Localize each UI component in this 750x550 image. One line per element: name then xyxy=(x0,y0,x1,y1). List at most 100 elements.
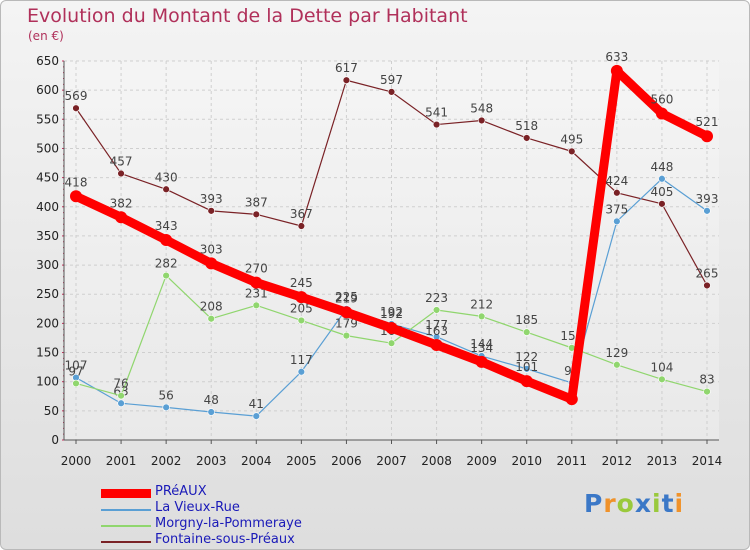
y-tick-label: 500 xyxy=(36,141,59,155)
data-point-la-vieux-rue xyxy=(613,217,621,226)
y-tick-label: 150 xyxy=(36,346,59,360)
x-tick-label: 2005 xyxy=(286,454,317,468)
data-point-morgny-la-pommeraye xyxy=(703,387,711,396)
data-point-fontaine-sous-preaux xyxy=(432,120,441,129)
data-point-fontaine-sous-preaux xyxy=(703,281,711,290)
data-point-la-vieux-rue xyxy=(658,175,666,183)
data-point-preaux xyxy=(115,211,128,224)
data-label-preaux: 270 xyxy=(245,262,268,276)
data-point-fontaine-sous-preaux xyxy=(613,189,621,197)
data-point-fontaine-sous-preaux xyxy=(72,104,80,112)
legend-swatch xyxy=(101,541,151,543)
data-point-morgny-la-pommeraye xyxy=(432,306,441,314)
data-label-fontaine-sous-preaux: 495 xyxy=(560,132,583,146)
logo-letter: t xyxy=(661,489,675,518)
x-tick-label: 2014 xyxy=(692,454,723,468)
y-tick-label: 200 xyxy=(36,316,59,330)
data-point-morgny-la-pommeraye xyxy=(297,316,306,325)
data-point-fontaine-sous-preaux xyxy=(658,200,666,208)
data-label-fontaine-sous-preaux: 597 xyxy=(380,73,403,87)
data-point-fontaine-sous-preaux xyxy=(207,207,215,215)
data-label-morgny-la-pommeraye: 76 xyxy=(113,377,128,391)
data-point-preaux xyxy=(295,291,308,304)
y-tick-label: 100 xyxy=(36,375,59,389)
proxiti-logo: Proxiti xyxy=(584,489,684,518)
data-point-preaux xyxy=(70,190,82,203)
data-label-fontaine-sous-preaux: 393 xyxy=(200,192,223,206)
data-label-la-vieux-rue: 117 xyxy=(290,353,313,367)
data-label-morgny-la-pommeraye: 231 xyxy=(245,286,268,300)
data-point-preaux xyxy=(475,355,488,368)
logo-letter: r xyxy=(603,489,617,518)
legend-swatch xyxy=(101,509,151,511)
data-label-fontaine-sous-preaux: 367 xyxy=(290,207,313,221)
data-label-preaux: 219 xyxy=(335,291,358,305)
data-label-fontaine-sous-preaux: 518 xyxy=(515,119,538,133)
data-label-morgny-la-pommeraye: 282 xyxy=(155,257,178,271)
logo-letter: o xyxy=(616,489,635,518)
logo-letter: i xyxy=(652,489,662,518)
data-label-morgny-la-pommeraye: 223 xyxy=(425,291,448,305)
x-tick-label: 2001 xyxy=(106,454,137,468)
legend-swatch xyxy=(101,525,151,527)
data-label-la-vieux-rue: 375 xyxy=(605,202,628,216)
y-tick-label: 50 xyxy=(44,404,59,418)
data-label-fontaine-sous-preaux: 548 xyxy=(470,101,493,115)
y-tick-label: 650 xyxy=(36,54,59,68)
x-tick-label: 2003 xyxy=(196,454,227,468)
data-label-preaux: 418 xyxy=(65,175,88,189)
data-label-la-vieux-rue: 144 xyxy=(470,337,493,351)
data-label-morgny-la-pommeraye: 208 xyxy=(200,300,223,314)
data-label-la-vieux-rue: 448 xyxy=(650,160,673,174)
data-label-la-vieux-rue: 393 xyxy=(696,192,719,206)
logo-letter: P xyxy=(584,489,604,518)
data-label-la-vieux-rue: 107 xyxy=(65,359,88,373)
data-label-preaux: 382 xyxy=(110,196,133,210)
data-point-la-vieux-rue xyxy=(117,399,125,407)
data-label-la-vieux-rue: 122 xyxy=(515,350,538,364)
data-label-fontaine-sous-preaux: 541 xyxy=(425,106,448,120)
data-point-preaux xyxy=(655,107,668,120)
data-point-la-vieux-rue xyxy=(703,207,711,215)
data-point-fontaine-sous-preaux xyxy=(342,76,351,84)
x-tick-label: 2011 xyxy=(557,454,588,468)
y-tick-label: 350 xyxy=(36,229,59,243)
y-tick-label: 550 xyxy=(36,112,59,126)
data-label-la-vieux-rue: 56 xyxy=(159,388,174,402)
data-label-fontaine-sous-preaux: 405 xyxy=(650,185,673,199)
data-label-preaux: 163 xyxy=(425,324,448,338)
data-point-morgny-la-pommeraye xyxy=(117,391,125,400)
data-point-preaux xyxy=(701,130,713,143)
x-tick-label: 2009 xyxy=(466,454,497,468)
data-label-la-vieux-rue: 192 xyxy=(380,305,403,319)
data-label-morgny-la-pommeraye: 185 xyxy=(515,313,538,327)
data-label-preaux: 633 xyxy=(605,50,628,64)
data-point-morgny-la-pommeraye xyxy=(72,379,80,388)
data-label-morgny-la-pommeraye: 83 xyxy=(699,373,714,387)
data-label-morgny-la-pommeraye: 212 xyxy=(470,297,493,311)
legend-label: Morgny-la-Pommeraye xyxy=(155,516,302,531)
x-tick-label: 2007 xyxy=(376,454,407,468)
data-label-fontaine-sous-preaux: 265 xyxy=(696,266,719,280)
data-label-preaux: 560 xyxy=(650,92,673,106)
y-tick-label: 250 xyxy=(36,287,59,301)
data-label-fontaine-sous-preaux: 617 xyxy=(335,61,358,75)
data-point-fontaine-sous-preaux xyxy=(523,134,531,142)
data-point-fontaine-sous-preaux xyxy=(162,185,170,193)
data-point-morgny-la-pommeraye xyxy=(477,312,486,321)
data-point-morgny-la-pommeraye xyxy=(342,331,351,340)
data-point-preaux xyxy=(520,375,533,388)
chart-subtitle: (en €) xyxy=(28,29,64,43)
data-label-fontaine-sous-preaux: 387 xyxy=(245,195,268,209)
data-point-la-vieux-rue xyxy=(207,408,215,416)
data-label-preaux: 192 xyxy=(380,307,403,321)
x-tick-label: 2008 xyxy=(421,454,452,468)
data-point-morgny-la-pommeraye xyxy=(613,361,621,369)
data-label-morgny-la-pommeraye: 104 xyxy=(650,360,673,374)
data-point-fontaine-sous-preaux xyxy=(252,210,260,219)
data-label-fontaine-sous-preaux: 424 xyxy=(605,174,628,188)
data-label-preaux: 101 xyxy=(515,360,538,374)
legend-label: La Vieux-Rue xyxy=(155,500,240,515)
